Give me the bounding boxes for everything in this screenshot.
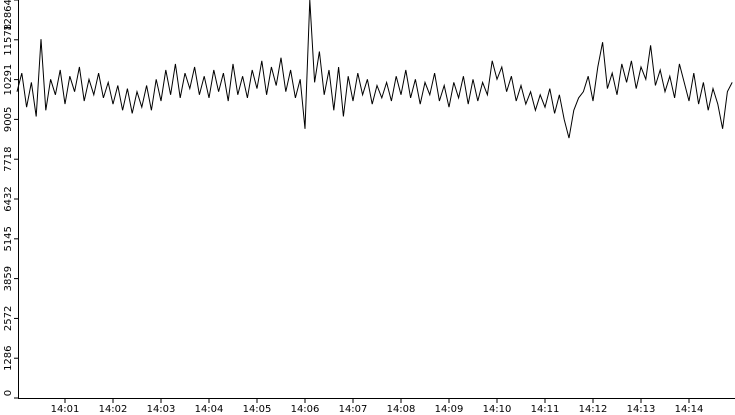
y-tick-label: 1286 [3,345,14,370]
data-line [16,0,733,139]
y-tick-label: 10291 [3,64,14,96]
y-tick-label: 9005 [3,107,14,132]
y-tick-label: 2572 [3,306,14,331]
x-tick-label: 14:04 [195,404,224,415]
x-tick-label: 14:13 [627,404,656,415]
y-tick-label: 7718 [3,146,14,171]
x-tick-label: 14:03 [147,404,176,415]
x-tick-label: 14:11 [531,404,560,415]
x-tick-label: 14:02 [99,404,128,415]
y-tick-label: 3859 [3,266,14,291]
x-tick-label: 14:05 [243,404,272,415]
x-tick-label: 14:10 [483,404,512,415]
y-tick-label: 0 [3,390,14,396]
x-tick-label: 14:14 [675,404,704,415]
x-tick-label: 14:01 [51,404,80,415]
x-tick-label: 14:09 [435,404,464,415]
x-tick-label: 14:08 [387,404,416,415]
y-tick-label: 12864 [3,0,14,31]
y-tick-label: 11578 [3,24,14,56]
x-tick-label: 14:06 [291,404,320,415]
x-tick-label: 14:12 [579,404,608,415]
y-tick-label: 6432 [3,186,14,211]
y-tick-label: 5145 [3,226,14,251]
x-tick-label: 14:07 [339,404,368,415]
